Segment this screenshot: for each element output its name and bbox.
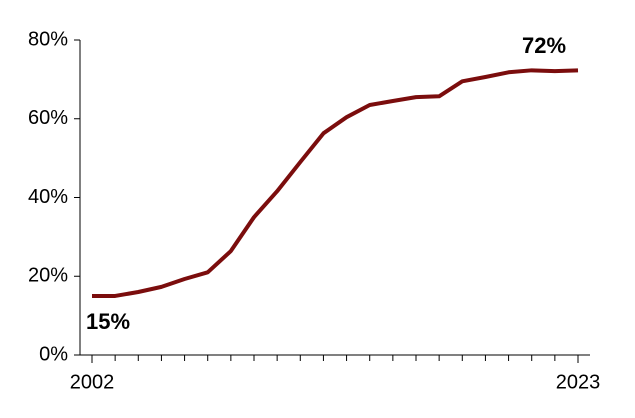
y-tick-label: 20% (28, 265, 68, 287)
x-tick-label: 2023 (556, 371, 601, 393)
line (92, 68, 579, 298)
y-tick-label: 60% (28, 107, 68, 129)
x-tick-label: 2002 (70, 371, 115, 393)
data-label: 72% (522, 33, 566, 58)
y-tick-label: 40% (28, 186, 68, 208)
y-tick-label: 80% (28, 28, 68, 50)
data-label: 15% (86, 309, 130, 334)
y-tick-label: 0% (39, 343, 68, 365)
